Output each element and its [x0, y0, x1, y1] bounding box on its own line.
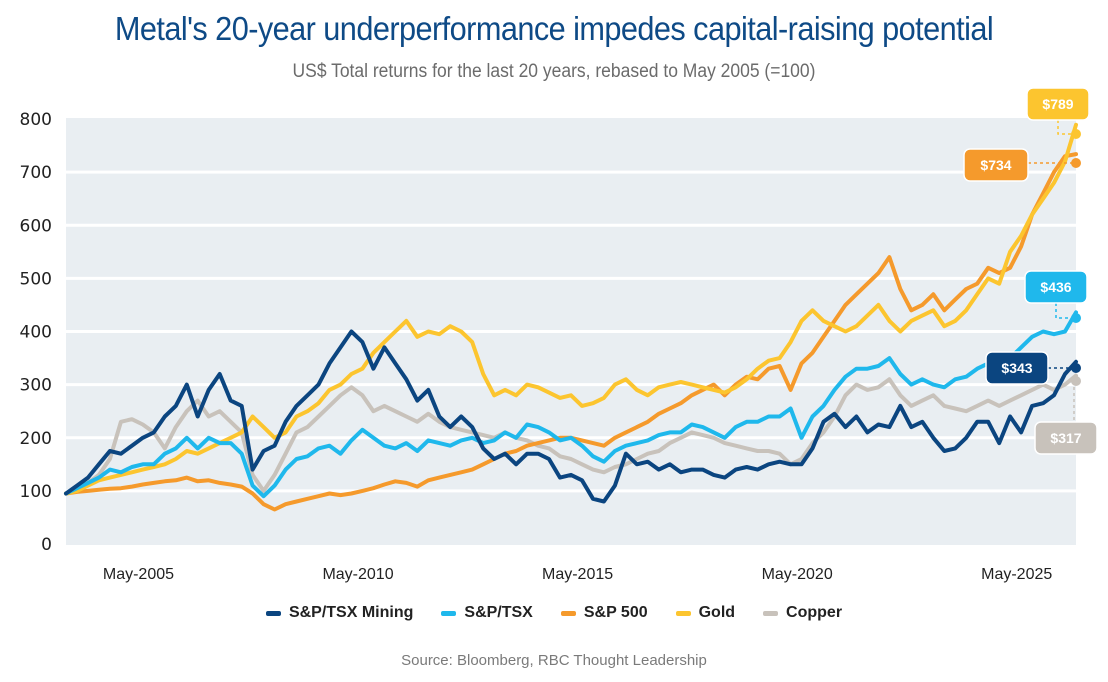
y-tick-label: 600 [20, 216, 52, 236]
series-lines [64, 122, 1078, 512]
callout-box-sp500 [963, 148, 1029, 182]
callout-box-tsx [1024, 270, 1088, 304]
y-tick-label: 500 [20, 269, 52, 289]
y-tick-label: 300 [20, 376, 52, 396]
callout-box-copper [1034, 421, 1098, 455]
y-tick-label: 100 [20, 482, 52, 502]
end-value-callouts: $343 $436 $734 $789 $317 [963, 87, 1098, 455]
y-tick-label: 700 [20, 163, 52, 183]
legend-label: S&P/TSX [464, 604, 533, 621]
chart-subtitle: US$ Total returns for the last 20 years,… [292, 61, 816, 82]
legend-swatch-gold [675, 610, 691, 616]
gridlines [66, 170, 1076, 493]
callout-box-gold [1026, 87, 1090, 121]
x-tick-label: May-2005 [103, 566, 174, 583]
legend-swatch-sp500 [560, 610, 576, 616]
series-line-copper [64, 373, 1078, 496]
end-marker-sp500 [1071, 158, 1081, 168]
legend-item-tsx[interactable]: S&P/TSX [441, 604, 533, 622]
callout-label-mining: $343 [1001, 360, 1032, 376]
legend-item-sp500[interactable]: S&P 500 [560, 604, 648, 622]
x-axis-ticks: May-2005 May-2010 May-2015 May-2020 May-2025 [103, 566, 1053, 583]
series-line-mining [64, 329, 1078, 504]
legend-label: Copper [786, 604, 843, 621]
legend-swatch-tsx [441, 610, 457, 616]
y-axis-ticks: 0 100 200 300 400 500 600 700 800 [20, 110, 52, 555]
series-line-gold [64, 122, 1078, 496]
y-tick-label: 800 [20, 110, 52, 130]
callout-label-tsx: $436 [1040, 279, 1071, 295]
y-tick-label: 400 [20, 323, 52, 343]
callout-box-mining [985, 351, 1049, 385]
legend-item-gold[interactable]: Gold [675, 604, 736, 622]
legend-label: S&P/TSX Mining [288, 604, 414, 621]
callout-label-copper: $317 [1050, 430, 1081, 446]
end-marker-mining [1071, 363, 1081, 373]
end-marker-gold [1071, 129, 1081, 139]
x-tick-label: May-2025 [981, 566, 1052, 583]
y-tick-label: 0 [41, 535, 52, 555]
y-tick-label: 200 [20, 429, 52, 449]
series-line-tsx [64, 310, 1078, 499]
chart-title: Metal's 20-year underperformance impedes… [114, 10, 994, 47]
legend-item-copper[interactable]: Copper [763, 604, 842, 622]
legend-label: Gold [698, 604, 736, 621]
x-tick-label: May-2015 [542, 566, 613, 583]
source-note: Source: Bloomberg, RBC Thought Leadershi… [401, 652, 707, 669]
callout-label-gold: $789 [1042, 96, 1073, 112]
callout-leader-gold [1057, 120, 1076, 135]
x-tick-label: May-2020 [762, 566, 833, 583]
end-marker-copper [1071, 376, 1081, 386]
legend-swatch-copper [763, 610, 779, 616]
legend-label: S&P 500 [583, 604, 648, 621]
callout-leader-tsx [1055, 303, 1076, 319]
legend-item-mining[interactable]: S&P/TSX Mining [265, 604, 414, 622]
end-marker-tsx [1071, 313, 1081, 323]
legend: S&P/TSX Mining S&P/TSX S&P 500 Gold Copp… [0, 604, 1108, 622]
legend-swatch-mining [265, 610, 281, 616]
callout-label-sp500: $734 [980, 157, 1011, 173]
x-tick-label: May-2010 [322, 566, 393, 583]
